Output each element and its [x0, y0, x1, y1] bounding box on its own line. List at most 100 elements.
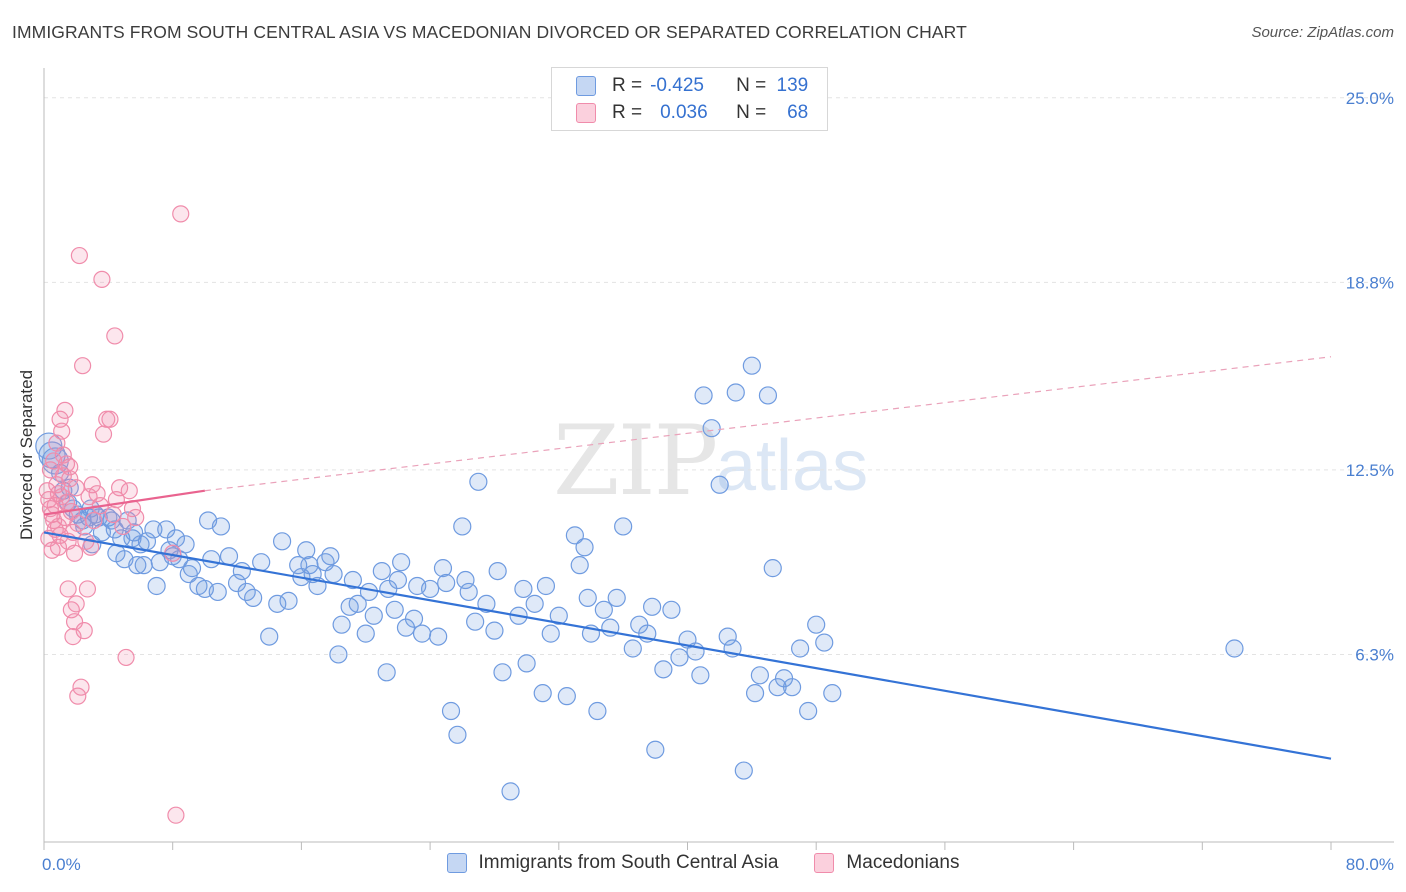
data-point-blue [823, 684, 842, 703]
trend-line-pink [43, 489, 206, 516]
data-point-blue [176, 535, 195, 554]
data-point-blue [710, 475, 729, 494]
data-point-blue [623, 639, 642, 658]
data-point-pink [117, 648, 135, 667]
data-point-pink [94, 425, 113, 443]
data-point-blue [128, 556, 147, 575]
legend-item-south-central-asia: Immigrants from South Central Asia [446, 852, 778, 874]
data-point-blue [453, 517, 472, 536]
data-point-blue [433, 559, 453, 578]
data-point-blue [549, 606, 568, 625]
data-point-pink [56, 401, 74, 419]
series-south-central-asia [35, 356, 1244, 801]
data-point-blue [588, 701, 607, 721]
trend-lines [43, 356, 1332, 760]
data-point-pink [67, 595, 85, 613]
data-point-pink [69, 514, 87, 533]
data-point-blue [429, 627, 448, 646]
data-point-blue [469, 472, 488, 491]
data-point-blue [815, 633, 834, 652]
data-point-blue [485, 621, 504, 640]
series-legend: Immigrants from South Central Asia Maced… [0, 852, 1406, 874]
data-point-blue [782, 678, 802, 697]
data-point-blue [493, 663, 512, 682]
data-point-blue [202, 550, 221, 569]
data-point-blue [734, 761, 753, 780]
data-point-blue [272, 532, 292, 551]
y-tick-label: 6.3% [1355, 645, 1394, 664]
data-point-blue [392, 553, 411, 572]
data-point-pink [49, 538, 68, 556]
data-point-blue [745, 684, 765, 703]
data-point-blue [1225, 639, 1244, 658]
trend-line-pink-extension [204, 356, 1332, 492]
data-point-blue [594, 600, 613, 619]
y-tick-label: 12.5% [1346, 461, 1394, 480]
data-point-blue [643, 597, 662, 616]
data-point-pink [64, 627, 82, 646]
legend-row-blue: R = -0.425 N = 139 [576, 74, 808, 98]
data-point-blue [726, 383, 745, 402]
data-point-blue [179, 564, 198, 584]
data-point-blue [144, 520, 163, 539]
x-tick-label: 0.0% [42, 855, 81, 874]
data-point-blue [166, 529, 186, 548]
legend-n-value: 139 [776, 75, 809, 96]
data-point-pink [61, 470, 79, 488]
data-point-blue [329, 645, 348, 664]
data-point-pink [70, 246, 88, 265]
data-point-blue [459, 582, 478, 602]
data-point-blue [466, 612, 485, 631]
data-point-blue [758, 386, 778, 405]
trend-line-blue [43, 531, 1332, 760]
chart-title: IMMIGRANTS FROM SOUTH CENTRAL ASIA VS MA… [12, 22, 967, 42]
legend-n-value: 68 [787, 102, 809, 123]
legend-r-label: R = [612, 75, 643, 96]
data-point-blue [578, 588, 597, 607]
data-point-blue [102, 511, 121, 530]
data-point-blue [501, 782, 520, 801]
data-point-blue [211, 517, 231, 536]
data-point-blue [377, 663, 396, 682]
data-point-blue [208, 582, 227, 602]
data-point-blue [654, 660, 673, 679]
data-point-pink [69, 687, 87, 705]
legend-swatch-pink [814, 853, 835, 873]
data-point-blue [750, 666, 769, 685]
data-point-pink [57, 455, 76, 473]
legend-item-macedonians: Macedonians [814, 852, 959, 874]
data-point-pink [101, 410, 119, 428]
data-point-pink [41, 461, 60, 479]
data-point-blue [332, 615, 351, 634]
data-point-blue [356, 624, 375, 643]
data-point-blue [147, 576, 166, 596]
data-point-pink [65, 544, 84, 562]
data-point-pink [53, 422, 71, 440]
data-point-blue [219, 547, 239, 566]
data-point-blue [448, 725, 467, 744]
data-point-blue [408, 576, 427, 596]
legend-row-pink: R = 0.036 N = 68 [576, 101, 808, 125]
data-point-pink [85, 511, 103, 530]
data-point-pink [83, 476, 101, 494]
legend-r-label: R = [612, 102, 643, 123]
data-point-blue [662, 600, 681, 619]
data-point-blue [525, 594, 544, 613]
axes [43, 68, 1394, 850]
data-point-blue [244, 588, 263, 607]
watermark-zip: ZIP [553, 405, 718, 517]
data-point-pink [111, 479, 129, 497]
data-point-blue [702, 419, 721, 438]
source-credit: Source: ZipAtlas.com [1251, 24, 1394, 41]
legend-swatch-blue [576, 76, 596, 96]
data-point-blue [321, 547, 340, 566]
y-axis-title: Divorced or Separated [17, 370, 36, 540]
data-point-pink [120, 482, 138, 500]
data-point-blue [260, 627, 279, 646]
data-point-pink [167, 806, 185, 824]
data-point-blue [456, 570, 475, 590]
data-point-blue [533, 684, 552, 703]
data-point-pink [67, 479, 85, 497]
data-point-pink [49, 485, 68, 503]
data-point-pink [106, 327, 124, 345]
